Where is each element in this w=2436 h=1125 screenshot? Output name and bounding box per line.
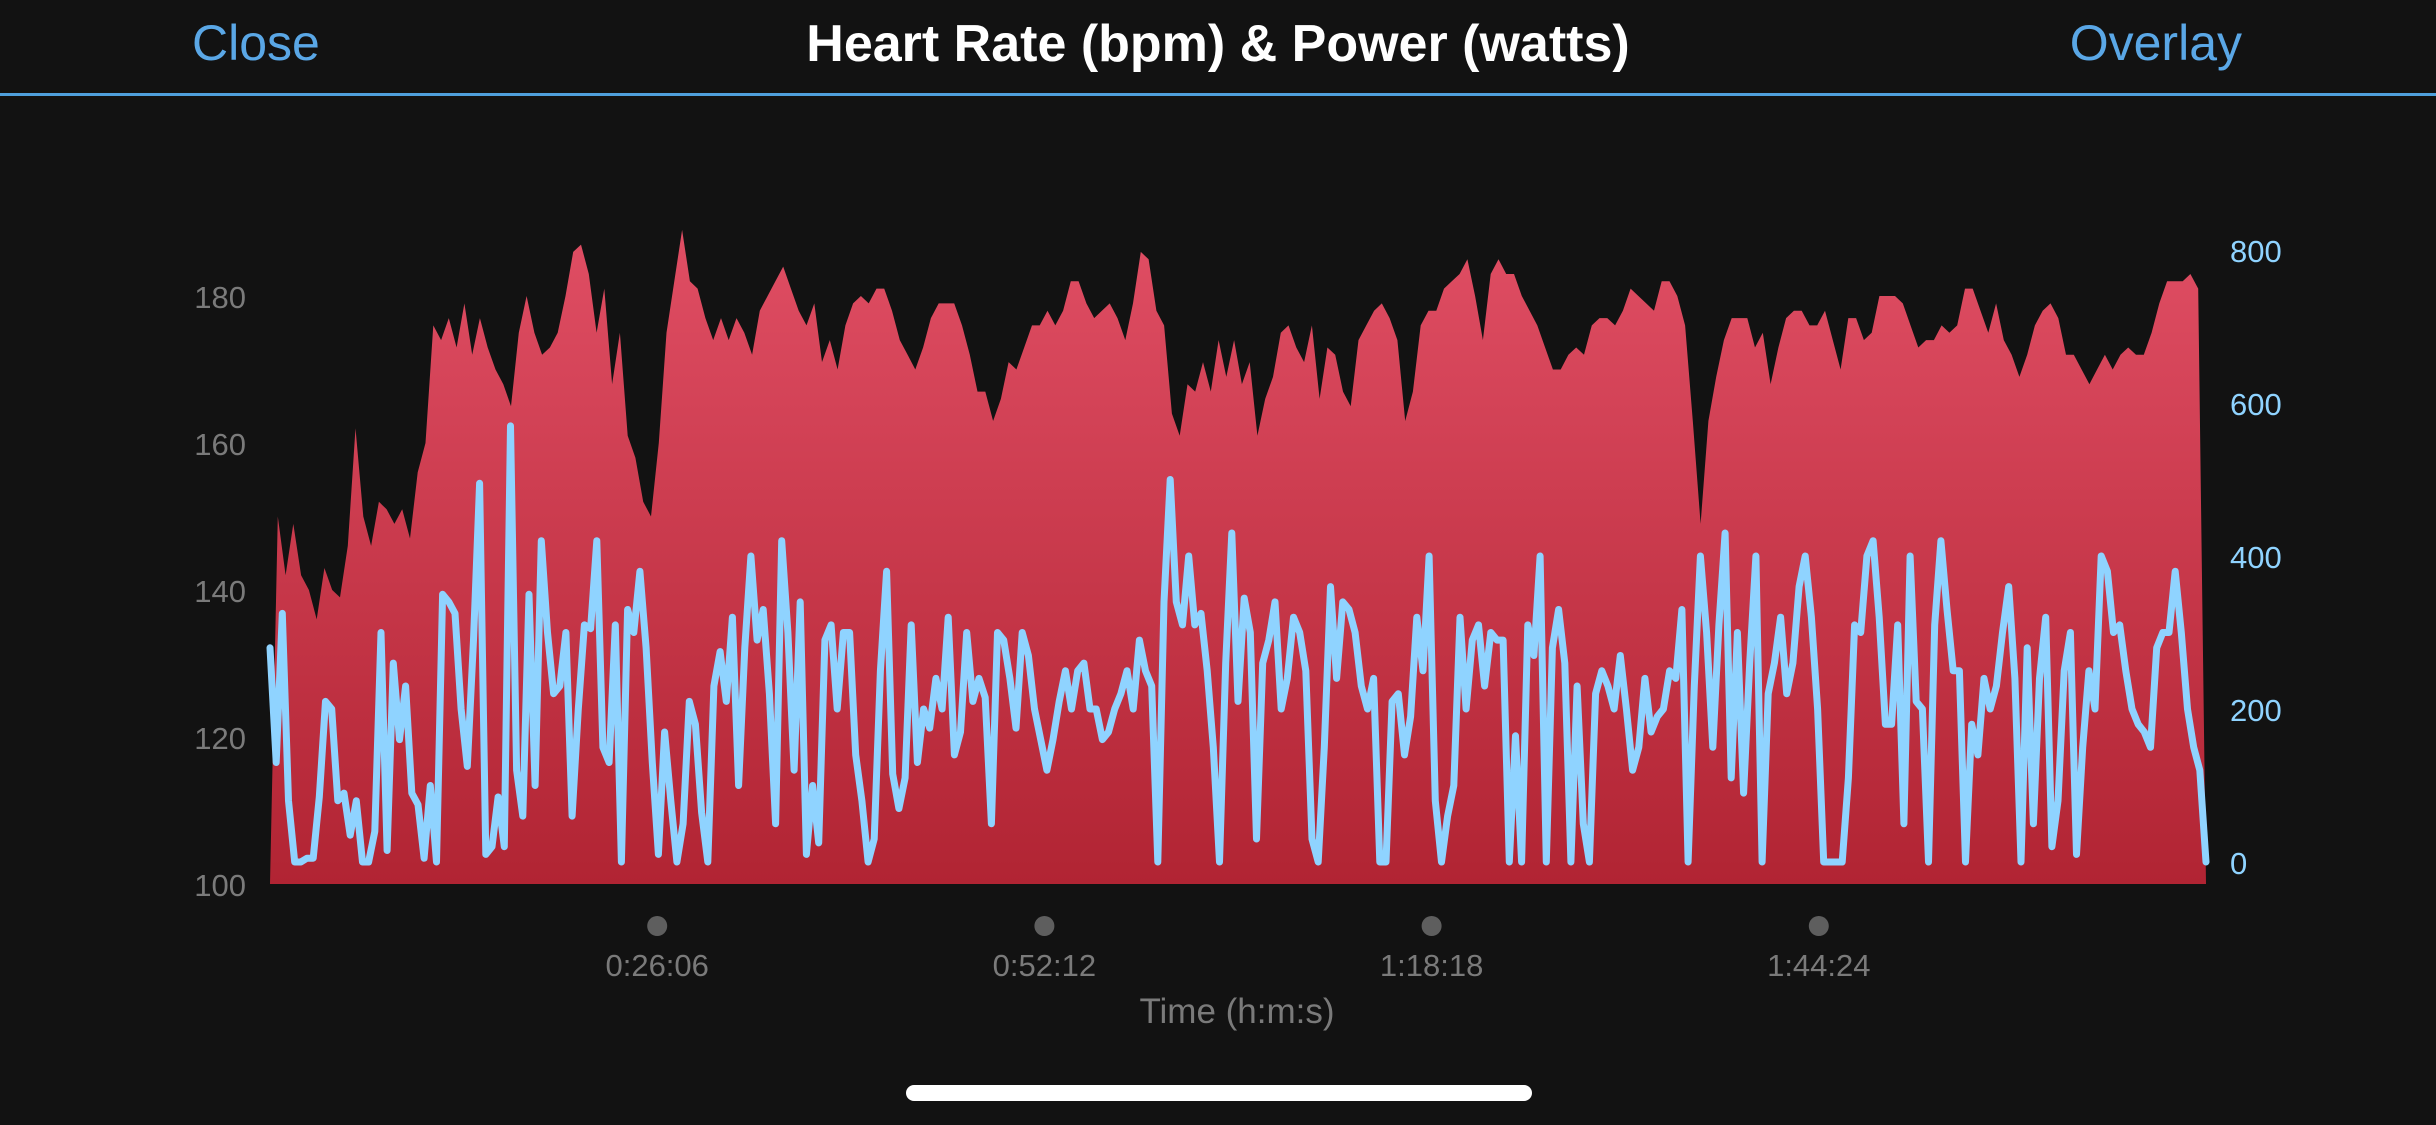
- right-axis-tick-label: 600: [2230, 387, 2282, 422]
- x-axis-tick-marker: [647, 916, 668, 936]
- top-navigation-bar: Close Heart Rate (bpm) & Power (watts) O…: [0, 0, 2436, 96]
- x-axis-label: Time (h:m:s): [1139, 992, 1334, 1031]
- left-axis-tick-label: 100: [194, 868, 246, 903]
- right-axis-tick-label: 800: [2230, 234, 2282, 269]
- left-axis-tick-label: 160: [194, 427, 246, 462]
- x-axis-tick-label: 0:26:06: [605, 948, 708, 983]
- x-axis-tick-label: 1:44:24: [1767, 948, 1870, 983]
- page-title: Heart Rate (bpm) & Power (watts): [806, 15, 1630, 73]
- right-axis-tick-label: 200: [2230, 693, 2282, 728]
- overlay-button[interactable]: Overlay: [2069, 15, 2242, 71]
- x-axis-tick-label: 1:18:18: [1380, 948, 1483, 983]
- power-line: [266, 422, 2210, 866]
- x-axis-tick-marker: [1034, 916, 1055, 936]
- heart-rate-power-chart: 100 120 140 160 180 0 200 400 600 800 0:26:06 0:5…: [194, 229, 2282, 1031]
- x-axis-tick-marker: [1808, 916, 1829, 936]
- left-axis-ticks: 100 120 140 160 180: [194, 280, 246, 903]
- right-axis-tick-label: 400: [2230, 540, 2282, 575]
- x-axis-tick-label: 0:52:12: [993, 948, 1096, 983]
- close-button[interactable]: Close: [192, 15, 320, 71]
- x-axis-tick-marker: [1421, 916, 1442, 936]
- heart-rate-area: [270, 229, 2206, 884]
- left-axis-tick-label: 120: [194, 721, 246, 756]
- left-axis-tick-label: 180: [194, 280, 246, 315]
- home-indicator[interactable]: [906, 1085, 1532, 1101]
- left-axis-tick-label: 140: [194, 574, 246, 609]
- right-axis-tick-label: 0: [2230, 846, 2247, 881]
- x-axis-ticks: 0:26:06 0:52:12 1:18:18 1:44:24: [605, 916, 1871, 983]
- right-axis-ticks: 0 200 400 600 800: [2230, 234, 2282, 881]
